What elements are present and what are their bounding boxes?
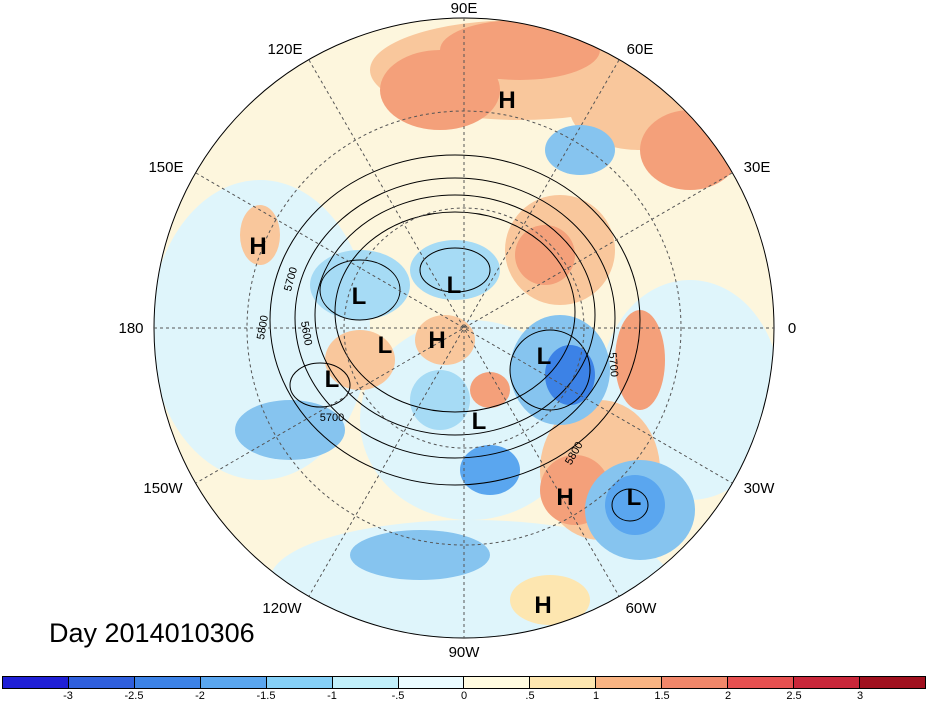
colorbar-tick-label: -1.5: [256, 690, 276, 702]
lon-label-150w: 150W: [143, 480, 183, 497]
pressure-center-high: H: [249, 233, 266, 260]
colorbar-tick-label: 0: [460, 690, 468, 702]
colorbar-box: [398, 677, 465, 688]
colorbar-tick-label: -1: [327, 690, 337, 702]
lon-label-30e: 30E: [744, 159, 771, 176]
lon-label-60w: 60W: [626, 600, 658, 617]
colorbar-tick-label: .5: [525, 690, 535, 702]
lon-label-90e: 90E: [451, 0, 478, 17]
pressure-center-low: L: [352, 283, 367, 310]
pressure-center-low: L: [537, 343, 552, 370]
colorbar-box: [596, 677, 663, 688]
colorbar-tick-label: 3: [856, 690, 864, 702]
pressure-center-high: H: [556, 484, 573, 511]
colorbar-box: [464, 677, 531, 688]
colorbar-box: [530, 677, 597, 688]
colorbar-box: [68, 677, 135, 688]
colorbar-tick-label: 1.5: [654, 690, 670, 702]
colorbar-box: [200, 677, 267, 688]
colorbar-box: [662, 677, 729, 688]
pressure-center-low: L: [627, 484, 642, 511]
height-contours: [269, 154, 649, 522]
lon-label-0: 0: [788, 320, 796, 337]
colorbar-tick-label: -.5: [391, 690, 405, 702]
lon-label-120e: 120E: [267, 41, 302, 58]
lon-label-90w: 90W: [449, 644, 481, 661]
colorbar: [2, 676, 926, 689]
pressure-center-low: L: [378, 332, 393, 359]
colorbar-box: [3, 677, 69, 688]
date-title: Day 2014010306: [49, 618, 255, 648]
pressure-center-low: L: [447, 272, 462, 299]
colorbar-tick-label: 1: [592, 690, 600, 702]
colorbar-tick-label: -2.5: [124, 690, 144, 702]
anomaly-field: [154, 18, 774, 638]
lon-label-180: 180: [118, 320, 143, 337]
lon-label-150e: 150E: [148, 159, 183, 176]
lon-label-120w: 120W: [262, 600, 302, 617]
pressure-center-high: H: [534, 592, 551, 619]
pressure-center-high: H: [428, 327, 445, 354]
contour-label: 5800: [255, 314, 271, 340]
contour-label: 5700: [320, 412, 344, 424]
colorbar-box: [134, 677, 201, 688]
colorbar-box: [859, 677, 925, 688]
pressure-center-high: H: [498, 87, 515, 114]
contour-label: 5600: [298, 320, 314, 346]
colorbar-tick-label: 2.5: [786, 690, 802, 702]
colorbar-box: [728, 677, 795, 688]
colorbar-tick-label: 2: [724, 690, 732, 702]
colorbar-box: [794, 677, 860, 688]
lon-label-60e: 60E: [627, 41, 654, 58]
colorbar-box: [266, 677, 333, 688]
graticule: [154, 18, 774, 638]
colorbar-box: [332, 677, 399, 688]
lon-label-30w: 30W: [744, 480, 776, 497]
contour-label: 5700: [606, 352, 620, 377]
colorbar-tick-label: -3: [63, 690, 73, 702]
pressure-center-low: L: [472, 408, 487, 435]
pressure-center-low: L: [325, 366, 340, 393]
colorbar-tick-label: -2: [195, 690, 205, 702]
